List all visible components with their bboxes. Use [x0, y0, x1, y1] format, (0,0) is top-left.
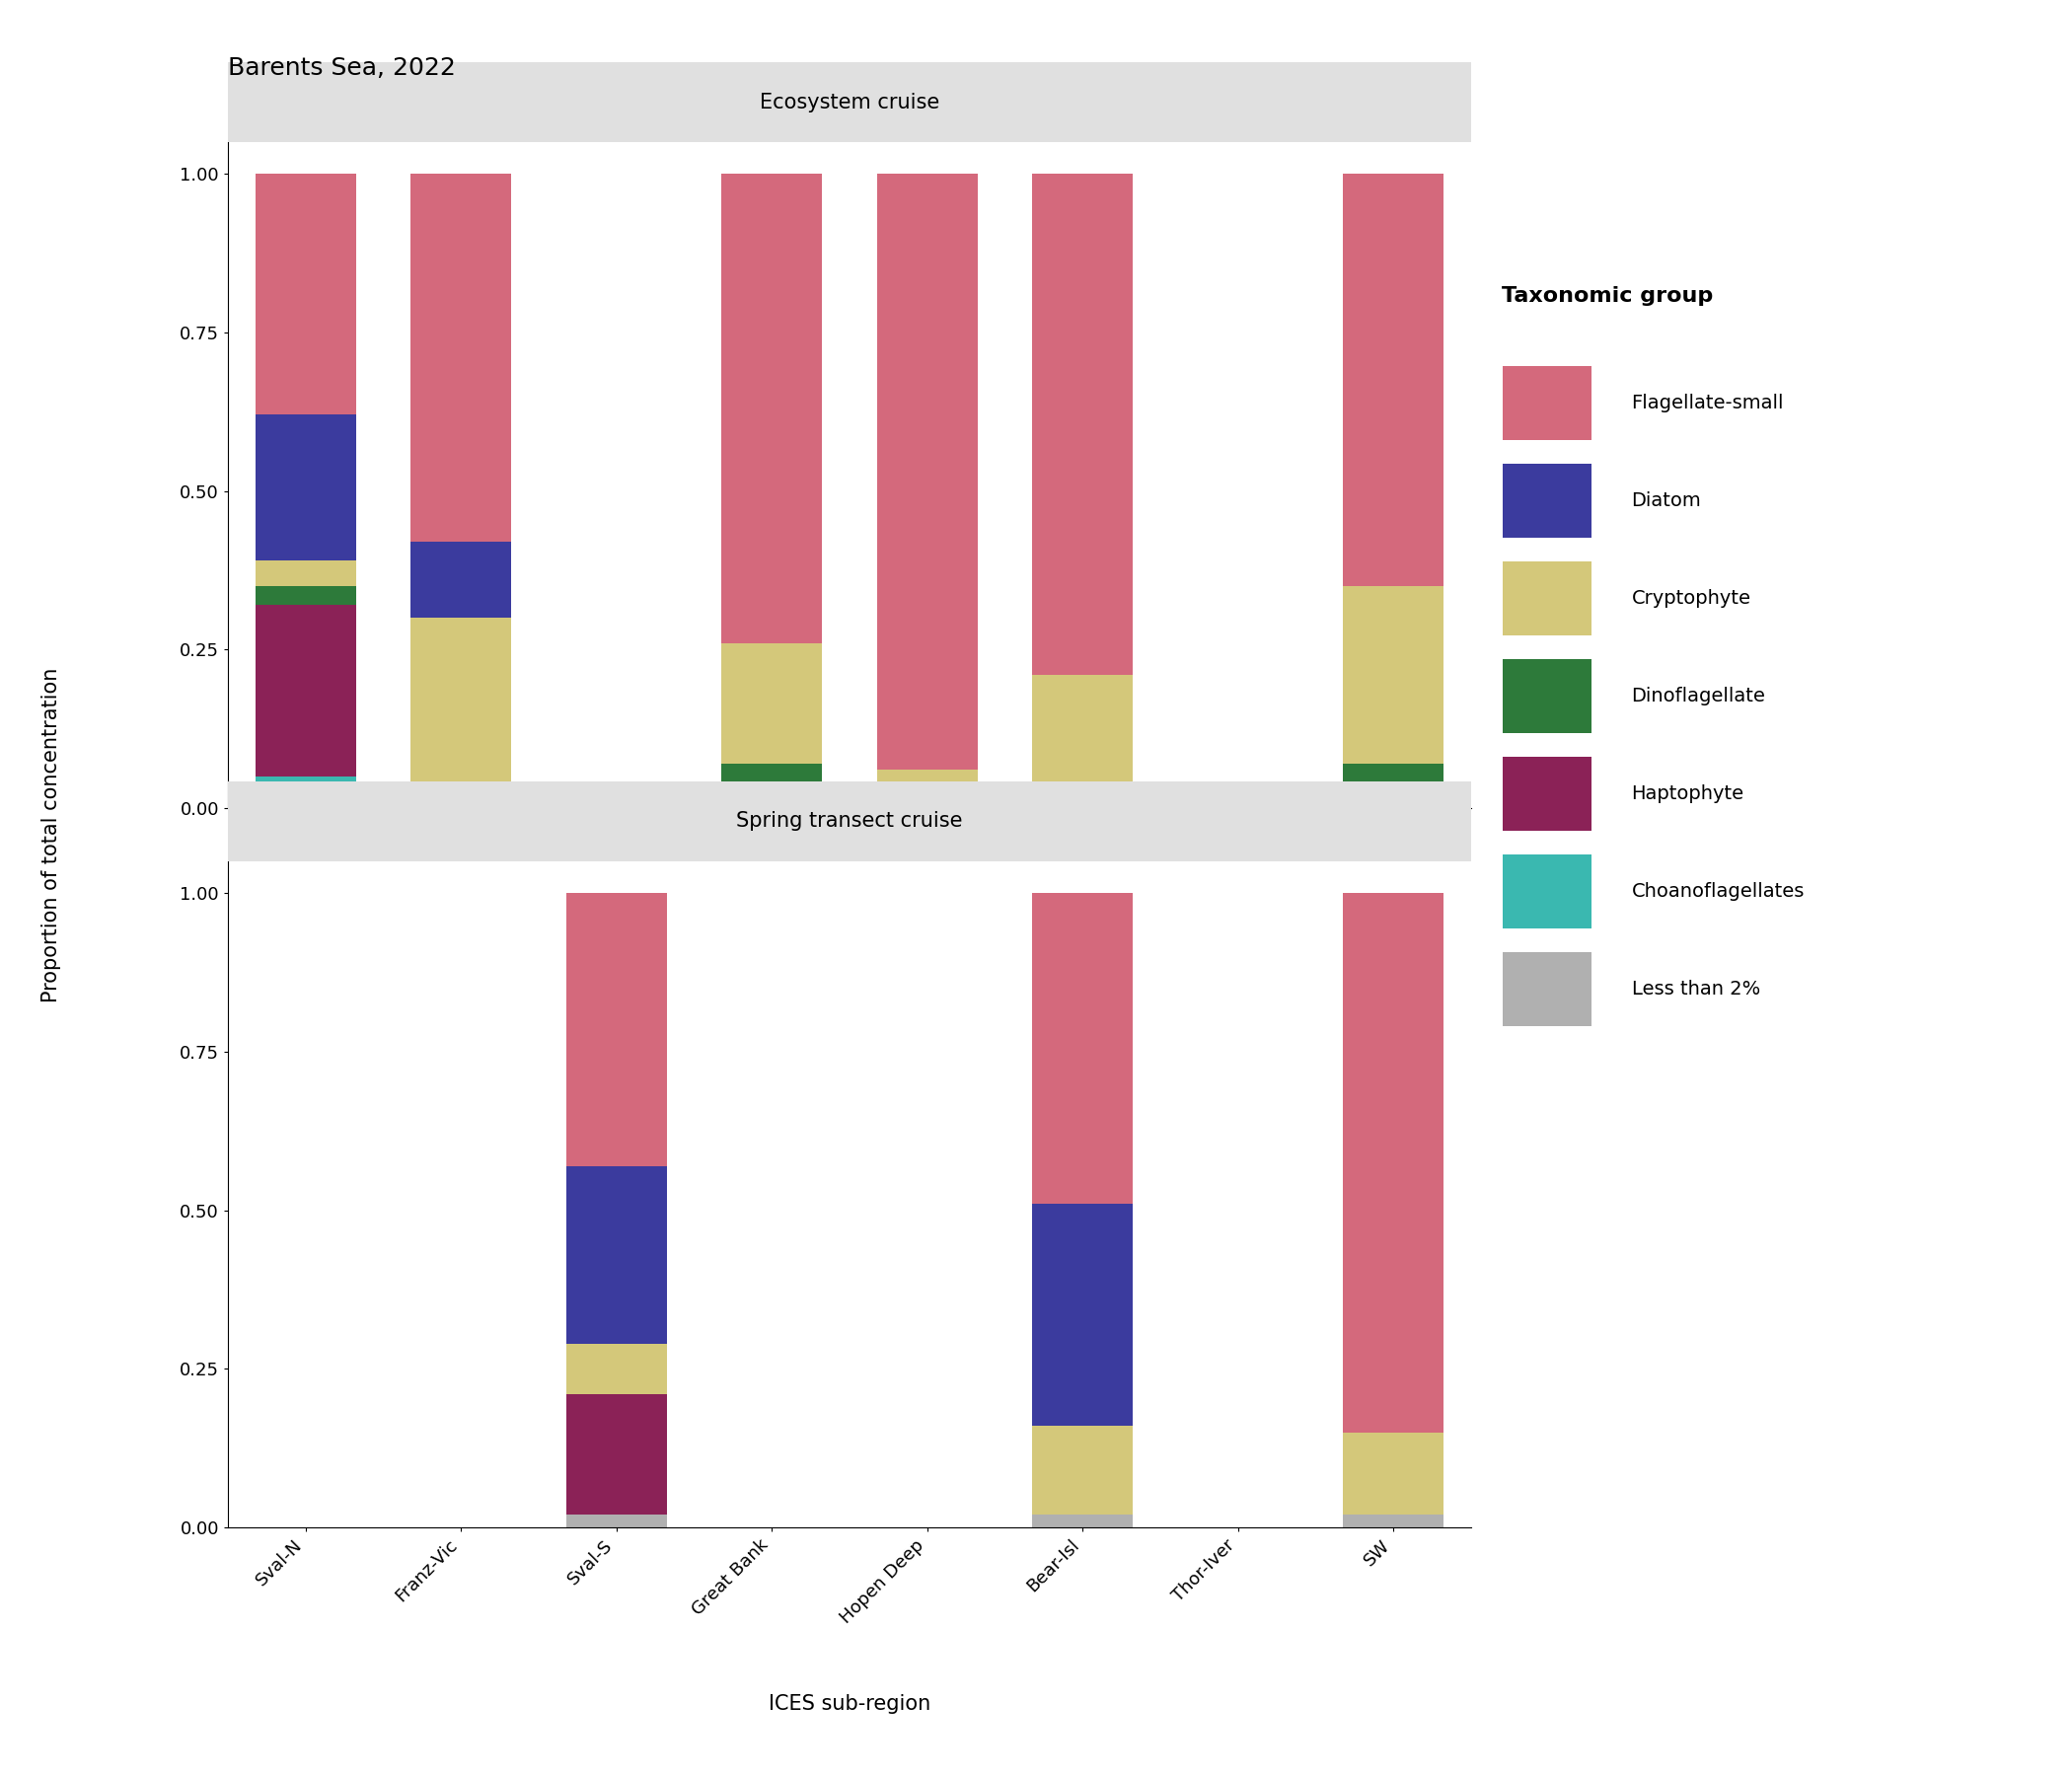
Bar [1032, 1204, 1133, 1426]
Bar [255, 174, 356, 416]
Bar [721, 643, 823, 764]
Text: Haptophyte: Haptophyte [1631, 785, 1745, 803]
FancyBboxPatch shape [1502, 366, 1591, 440]
Bar [566, 1394, 667, 1515]
Bar [566, 1343, 667, 1394]
FancyBboxPatch shape [1502, 464, 1591, 538]
Bar [255, 586, 356, 606]
Text: Ecosystem cruise: Ecosystem cruise [760, 92, 939, 112]
Bar [1032, 1426, 1133, 1515]
Bar [1343, 1431, 1444, 1515]
Bar [721, 764, 823, 796]
Bar [876, 174, 978, 771]
Bar [410, 174, 512, 542]
Bar [876, 783, 978, 796]
Bar [1032, 1515, 1133, 1527]
Bar [1343, 796, 1444, 808]
Text: Less than 2%: Less than 2% [1631, 980, 1759, 998]
Bar [255, 789, 356, 808]
Bar [566, 1515, 667, 1527]
Bar [1032, 789, 1133, 808]
FancyBboxPatch shape [1502, 757, 1591, 831]
Text: Choanoflagellates: Choanoflagellates [1631, 883, 1805, 900]
Bar [410, 618, 512, 789]
Bar [410, 789, 512, 808]
Text: Barents Sea, 2022: Barents Sea, 2022 [228, 57, 456, 80]
Bar [255, 776, 356, 789]
FancyBboxPatch shape [1502, 561, 1591, 636]
Bar [1343, 1515, 1444, 1527]
Bar [1343, 174, 1444, 586]
Text: Proportion of total concentration: Proportion of total concentration [41, 668, 62, 1002]
Text: Diatom: Diatom [1631, 492, 1701, 510]
Bar [255, 606, 356, 776]
Bar [721, 796, 823, 808]
Text: Dinoflagellate: Dinoflagellate [1631, 687, 1765, 705]
Bar [228, 62, 1471, 142]
Bar [876, 796, 978, 808]
Text: Flagellate-small: Flagellate-small [1631, 394, 1784, 412]
Bar [1032, 893, 1133, 1204]
Bar [410, 542, 512, 618]
Bar [255, 561, 356, 586]
Text: Spring transect cruise: Spring transect cruise [736, 812, 963, 831]
Bar [876, 771, 978, 783]
Bar [1343, 764, 1444, 796]
Bar [1343, 893, 1444, 1431]
FancyBboxPatch shape [1502, 659, 1591, 733]
Bar [566, 893, 667, 1165]
FancyBboxPatch shape [1502, 952, 1591, 1027]
Text: Taxonomic group: Taxonomic group [1502, 286, 1714, 305]
FancyBboxPatch shape [1502, 854, 1591, 929]
Bar [1032, 174, 1133, 675]
Bar [566, 1165, 667, 1343]
Bar [255, 416, 356, 561]
Text: Cryptophyte: Cryptophyte [1631, 590, 1751, 607]
Bar [721, 174, 823, 643]
Text: ICES sub-region: ICES sub-region [769, 1694, 930, 1714]
Bar [228, 781, 1471, 861]
Bar [1343, 586, 1444, 764]
Bar [1032, 675, 1133, 789]
